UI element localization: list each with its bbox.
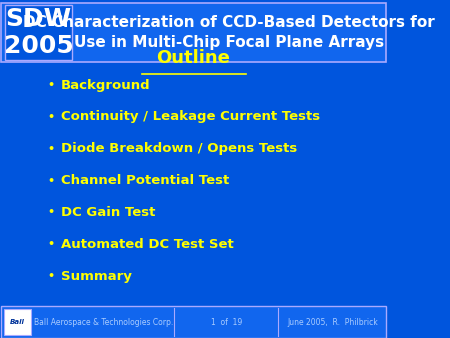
Text: Outline: Outline [157, 49, 230, 67]
Text: Ball: Ball [10, 319, 25, 325]
Text: •: • [47, 144, 54, 154]
FancyBboxPatch shape [5, 5, 72, 60]
Text: Background: Background [61, 79, 150, 92]
Text: DC Gain Test: DC Gain Test [61, 206, 155, 219]
Text: June 2005,  R.  Philbrick: June 2005, R. Philbrick [287, 318, 378, 327]
FancyBboxPatch shape [1, 3, 386, 62]
FancyBboxPatch shape [4, 309, 31, 335]
Text: Automated DC Test Set: Automated DC Test Set [61, 238, 234, 251]
Text: •: • [47, 239, 54, 249]
Text: Summary: Summary [61, 269, 131, 283]
Text: Ball Aerospace & Technologies Corp.: Ball Aerospace & Technologies Corp. [34, 318, 174, 327]
Text: •: • [47, 208, 54, 217]
Text: DC Characterization of CCD-Based Detectors for
Use in Multi-Chip Focal Plane Arr: DC Characterization of CCD-Based Detecto… [23, 15, 435, 50]
Text: •: • [47, 176, 54, 186]
Text: SDW
2005: SDW 2005 [4, 6, 73, 58]
Text: Diode Breakdown / Opens Tests: Diode Breakdown / Opens Tests [61, 142, 297, 155]
Text: Continuity / Leakage Current Tests: Continuity / Leakage Current Tests [61, 111, 320, 123]
Text: 1  of  19: 1 of 19 [211, 318, 242, 327]
Text: Channel Potential Test: Channel Potential Test [61, 174, 229, 187]
Text: •: • [47, 271, 54, 281]
Text: •: • [47, 80, 54, 90]
FancyBboxPatch shape [1, 306, 386, 338]
Text: •: • [47, 112, 54, 122]
